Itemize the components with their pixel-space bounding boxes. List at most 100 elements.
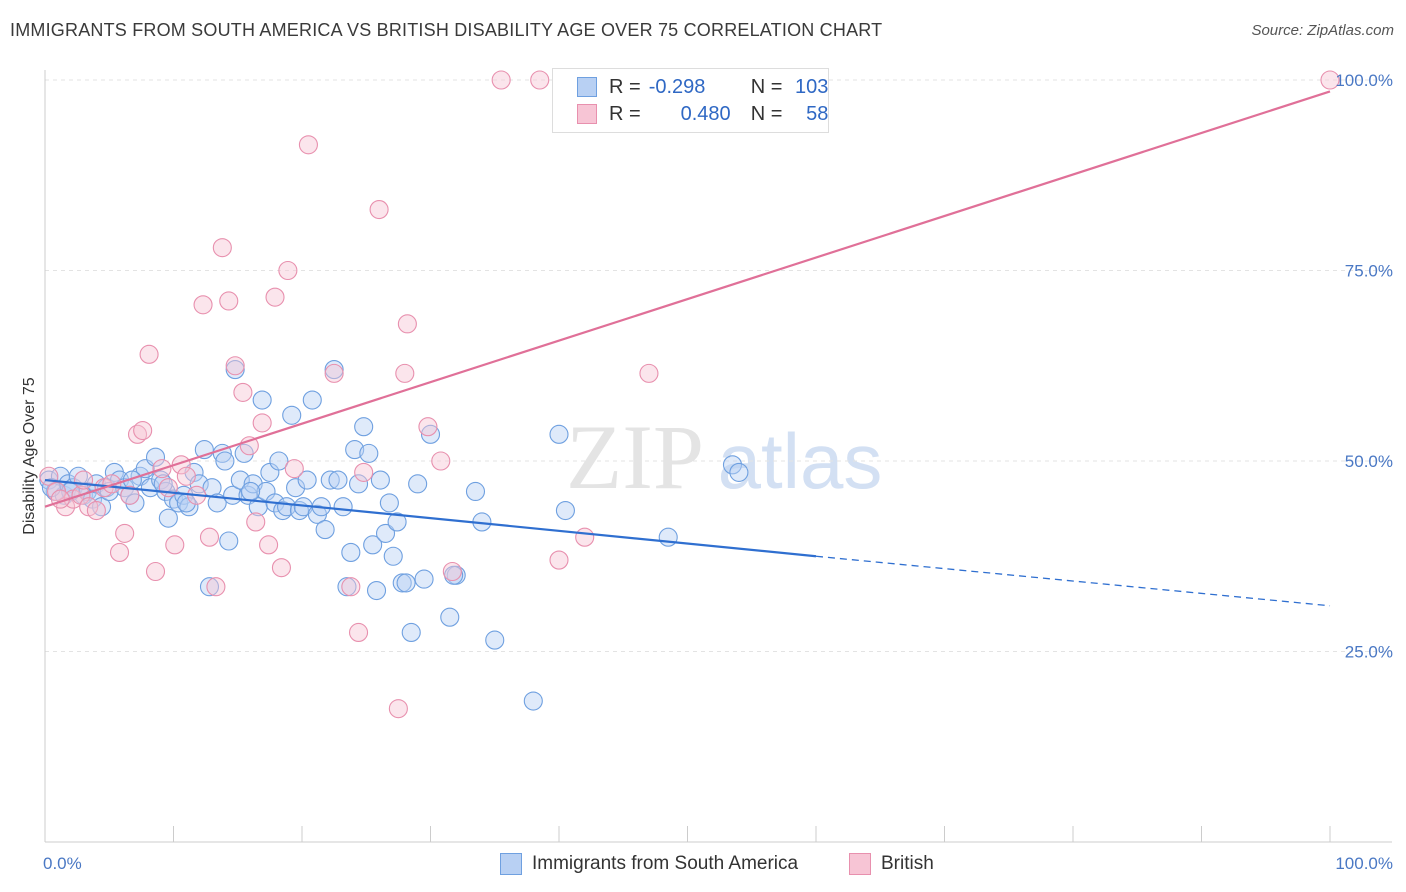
data-point <box>133 420 153 441</box>
data-point <box>273 500 293 521</box>
legend-swatch-south-america <box>577 77 597 97</box>
data-point <box>530 70 550 90</box>
y-tick-label: 100.0% <box>1335 71 1393 90</box>
x-tick-label-min: 0.0% <box>43 854 82 873</box>
bottom-legend-british: British <box>849 851 934 877</box>
data-point <box>68 466 88 486</box>
data-point <box>320 470 340 490</box>
data-point <box>397 314 417 334</box>
data-point <box>485 630 505 650</box>
data-point <box>369 199 389 220</box>
y-axis-title: Disability Age Over 75 <box>21 377 38 535</box>
data-point <box>74 470 94 490</box>
data-point <box>315 520 335 540</box>
data-point <box>115 523 135 543</box>
bottom-legend-swatch-british <box>849 853 871 875</box>
data-point <box>297 470 317 490</box>
data-point <box>233 382 253 402</box>
data-point <box>383 546 403 566</box>
data-point <box>282 405 302 425</box>
data-point <box>348 622 369 643</box>
data-point <box>370 470 390 490</box>
data-point <box>658 527 678 547</box>
data-point <box>278 260 298 281</box>
data-point <box>219 291 239 311</box>
south-america-trend-line <box>44 478 817 558</box>
data-point <box>341 542 361 562</box>
data-point <box>440 607 460 627</box>
data-point <box>120 485 140 505</box>
data-point <box>145 447 166 467</box>
legend-swatch-british <box>577 104 597 124</box>
data-point <box>269 451 289 471</box>
data-point <box>375 523 396 543</box>
legend-row-south-america: R = -0.298 N = 103 <box>577 75 828 99</box>
data-point <box>252 413 272 433</box>
data-point <box>363 535 383 555</box>
data-point <box>225 356 245 376</box>
data-point <box>366 580 387 601</box>
data-points <box>39 70 1340 719</box>
data-point <box>286 478 306 498</box>
data-point <box>359 443 379 463</box>
data-point <box>328 470 348 490</box>
data-point <box>729 462 749 482</box>
data-point <box>549 550 569 570</box>
data-point <box>387 512 407 532</box>
data-point <box>259 535 279 555</box>
data-point <box>401 622 421 643</box>
data-point <box>348 474 369 494</box>
data-point <box>555 500 575 521</box>
data-point <box>722 455 743 475</box>
data-point <box>418 417 438 437</box>
legend-r-value: 0.480 <box>680 102 731 125</box>
data-point <box>153 474 173 494</box>
data-point <box>145 561 166 582</box>
legend-n-value: 58 <box>806 102 829 125</box>
legend-n-value: 103 <box>795 75 829 98</box>
data-point <box>354 462 374 482</box>
data-point <box>199 577 220 597</box>
data-point <box>414 569 434 589</box>
data-point <box>575 527 595 547</box>
data-point <box>246 512 266 532</box>
x-tick-label-max: 100.0% <box>1335 854 1393 873</box>
data-point <box>395 363 415 383</box>
data-point <box>388 699 408 719</box>
data-point <box>176 466 196 486</box>
legend-r-label: R = <box>609 102 641 125</box>
chart-title: IMMIGRANTS FROM SOUTH AMERICA VS BRITISH… <box>10 20 883 40</box>
data-point <box>163 489 184 509</box>
data-point <box>139 344 159 364</box>
legend-row-british: R = 0.480 N = 58 <box>577 102 828 126</box>
data-point <box>158 508 178 528</box>
legend-r-label: R = <box>609 75 641 98</box>
data-point <box>102 474 122 494</box>
data-point <box>252 390 272 410</box>
watermark-zip: ZIP <box>566 406 704 508</box>
data-point <box>379 493 399 513</box>
data-point <box>491 70 511 90</box>
data-point <box>396 573 416 593</box>
data-point <box>408 474 428 494</box>
data-point <box>302 390 322 410</box>
data-point <box>199 527 220 547</box>
series-south-america-points <box>39 360 749 711</box>
gridlines <box>45 79 1392 652</box>
bottom-legend-south-america: Immigrants from South America <box>500 851 798 877</box>
source-attribution: Source: ZipAtlas.com <box>1251 22 1394 39</box>
data-point <box>420 424 441 444</box>
data-point <box>1320 70 1340 90</box>
bottom-legend-label-south-america: Immigrants from South America <box>532 853 799 874</box>
data-point <box>284 459 304 479</box>
data-point <box>241 481 261 502</box>
data-point <box>298 135 318 155</box>
series-british-points <box>39 70 1340 719</box>
data-point <box>206 577 226 597</box>
data-point <box>442 561 462 582</box>
south-america-trend-extension <box>815 555 1331 607</box>
data-point <box>354 417 374 437</box>
data-point <box>277 497 297 517</box>
data-point <box>86 500 106 521</box>
